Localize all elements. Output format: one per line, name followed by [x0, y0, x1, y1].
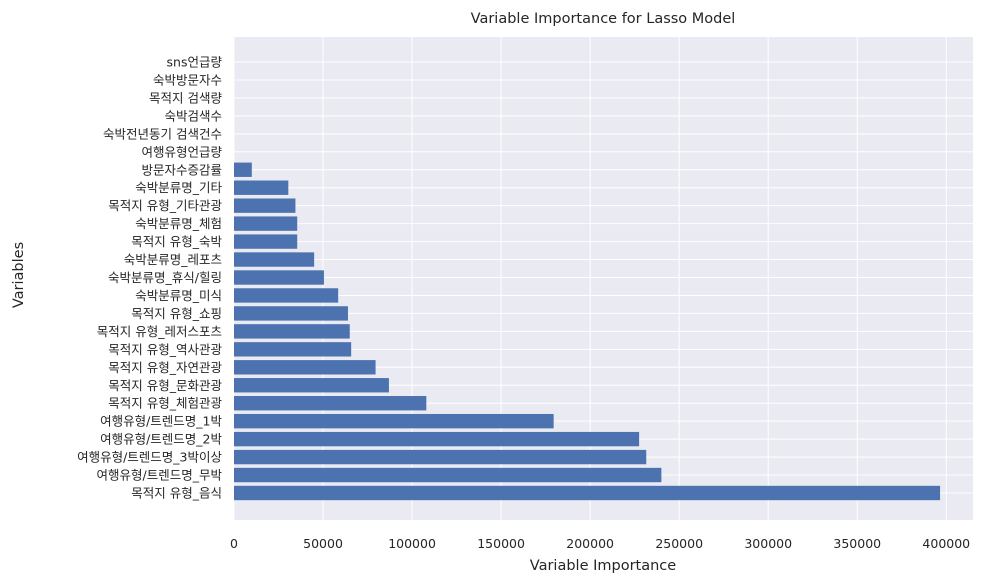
bar-12	[234, 270, 324, 285]
y-tick-label: 숙박분류명_기타	[135, 180, 222, 195]
bar-7	[234, 360, 376, 375]
y-tick-label: 숙박분류명_휴식/힐링	[108, 270, 222, 285]
x-tick-label: 300000	[744, 536, 792, 551]
bar-11	[234, 288, 339, 303]
y-tick-label: 여행유형언급량	[141, 144, 222, 159]
bar-2	[234, 449, 647, 465]
x-tick-label: 200000	[566, 536, 614, 551]
bar-18	[234, 162, 252, 177]
y-tick-label: 목적지 유형_기타관광	[108, 198, 222, 213]
y-tick-label: 목적지 유형_쇼핑	[131, 306, 222, 321]
bar-8	[234, 342, 352, 357]
bar-16	[234, 198, 296, 213]
bar-6	[234, 378, 389, 393]
bar-3	[234, 431, 640, 447]
y-tick-label: 숙박분류명_미식	[135, 288, 222, 303]
y-tick-label: 목적지 유형_체험관광	[108, 396, 222, 411]
plot-area	[234, 37, 973, 520]
y-tick-label: 방문자수증감률	[141, 162, 222, 177]
y-tick-label: 목적지 유형_레저스포츠	[97, 324, 222, 339]
bar-10	[234, 306, 348, 321]
bar-15	[234, 216, 298, 231]
y-tick-label: 목적지 유형_문화관광	[108, 378, 222, 393]
y-tick-label: 숙박분류명_레포츠	[124, 252, 222, 267]
y-tick-label: 숙박전년동기 검색건수	[103, 126, 222, 141]
bar-13	[234, 252, 315, 267]
y-tick-label: sns언급량	[167, 55, 223, 70]
y-tick-label: 목적지 유형_숙박	[131, 234, 222, 249]
bar-17	[234, 180, 289, 195]
x-tick-label: 350000	[833, 536, 881, 551]
bar-9	[234, 324, 350, 339]
chart-title: Variable Importance for Lasso Model	[471, 11, 736, 27]
x-tick-label: 100000	[388, 536, 436, 551]
x-axis-title: Variable Importance	[530, 558, 676, 574]
y-tick-label: 숙박분류명_체험	[135, 216, 222, 231]
y-tick-label: 목적지 유형_역사관광	[108, 342, 222, 357]
y-tick-label: 여행유형/트렌드명_무박	[97, 468, 223, 483]
y-tick-label: 숙박검색수	[164, 108, 222, 123]
bar-5	[234, 396, 427, 411]
y-tick-label: 숙박방문자수	[153, 72, 222, 87]
y-tick-label: 목적지 유형_음식	[131, 486, 222, 501]
y-tick-label: 여행유형/트렌드명_2박	[100, 432, 222, 447]
bar-4	[234, 413, 554, 429]
y-tick-label: 여행유형/트렌드명_3박이상	[77, 450, 222, 465]
y-axis-title: Variables	[11, 242, 27, 308]
y-tick-label: 목적지 유형_자연관광	[108, 360, 222, 375]
x-tick-label: 150000	[477, 536, 525, 551]
x-tick-label: 0	[230, 536, 238, 551]
x-tick-label: 50000	[303, 536, 343, 551]
x-tick-label: 250000	[655, 536, 703, 551]
y-tick-label: 여행유형/트렌드명_1박	[100, 414, 222, 429]
x-tick-label: 400000	[922, 536, 970, 551]
y-tick-label: 목적지 검색량	[149, 90, 222, 105]
bar-0	[234, 485, 941, 501]
bar-1	[234, 467, 662, 483]
bar-14	[234, 234, 298, 249]
